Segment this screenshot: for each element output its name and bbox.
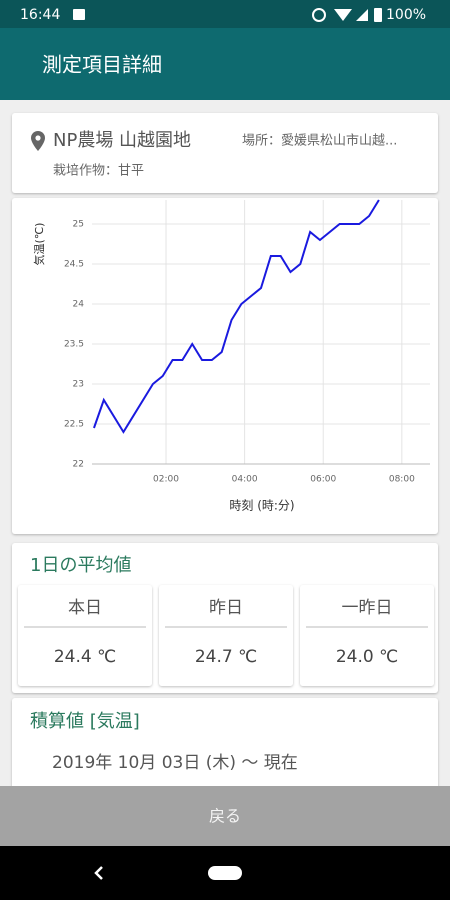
average-items: 本日 24.4 ℃ 昨日 24.7 ℃ 一昨日 24.0 ℃ bbox=[18, 585, 434, 686]
average-title: 1日の平均値 bbox=[30, 555, 131, 576]
x-tick-label: 04:00 bbox=[232, 475, 258, 485]
chart: 気温(℃) 時刻 (時:分) 22 22.5 23 23.5 24 24.5 25 02:00… bbox=[32, 199, 430, 513]
farm-card bbox=[12, 113, 438, 193]
nav-home[interactable] bbox=[208, 866, 242, 880]
average-item bbox=[159, 585, 293, 686]
x-tick-label: 08:00 bbox=[389, 475, 415, 485]
status-icon bbox=[73, 9, 85, 20]
battery-icon bbox=[374, 8, 382, 22]
farm-name: NP農場 山越園地 bbox=[53, 130, 191, 151]
chart-card bbox=[12, 198, 438, 534]
battery-level: 100% bbox=[386, 7, 426, 23]
farm-location: 場所：愛媛県松山市山越... bbox=[242, 133, 397, 149]
y-tick-label: 23 bbox=[73, 380, 84, 390]
signal-icon bbox=[356, 9, 368, 21]
y-tick-label: 22.5 bbox=[64, 420, 84, 430]
y-tick-label: 25 bbox=[73, 220, 84, 230]
line-series bbox=[93, 199, 380, 434]
farm-crop: 栽培作物：甘平 bbox=[53, 163, 144, 179]
cumulative-period: 2019年 10月 03日 (木) 〜 現在 bbox=[52, 753, 298, 773]
status-bar bbox=[0, 0, 450, 28]
back-button-label[interactable]: 戻る bbox=[209, 807, 241, 826]
average-item-value: 24.7 ℃ bbox=[195, 647, 257, 667]
average-item-value: 24.4 ℃ bbox=[54, 647, 116, 667]
cumulative-title: 積算値 [気温] bbox=[30, 711, 140, 732]
x-axis-label: 時刻 (時:分) bbox=[229, 499, 294, 513]
app-title: 測定項目詳細 bbox=[42, 53, 162, 77]
app-bar bbox=[0, 28, 450, 100]
y-axis-label: 気温(℃) bbox=[32, 223, 46, 266]
back-button[interactable] bbox=[0, 786, 450, 846]
average-item-label: 本日 bbox=[68, 598, 102, 618]
average-item bbox=[18, 585, 152, 686]
status-time: 16:44 bbox=[20, 7, 60, 23]
location-icon bbox=[31, 131, 45, 151]
y-tick-label: 24 bbox=[73, 300, 85, 310]
x-tick-label: 02:00 bbox=[153, 475, 179, 485]
wifi-icon bbox=[334, 9, 352, 21]
cumulative-card bbox=[12, 698, 438, 798]
average-item-value: 24.0 ℃ bbox=[336, 647, 398, 667]
average-item-label: 昨日 bbox=[209, 598, 243, 618]
x-tick-label: 06:00 bbox=[310, 475, 336, 485]
location-icon-dot bbox=[35, 135, 41, 141]
y-tick-label: 22 bbox=[73, 460, 84, 470]
average-item bbox=[300, 585, 434, 686]
y-tick-label: 24.5 bbox=[64, 260, 84, 270]
alarm-icon bbox=[312, 8, 326, 22]
y-tick-label: 23.5 bbox=[64, 340, 84, 350]
nav-back[interactable] bbox=[94, 866, 103, 880]
average-item-label: 一昨日 bbox=[342, 598, 393, 618]
